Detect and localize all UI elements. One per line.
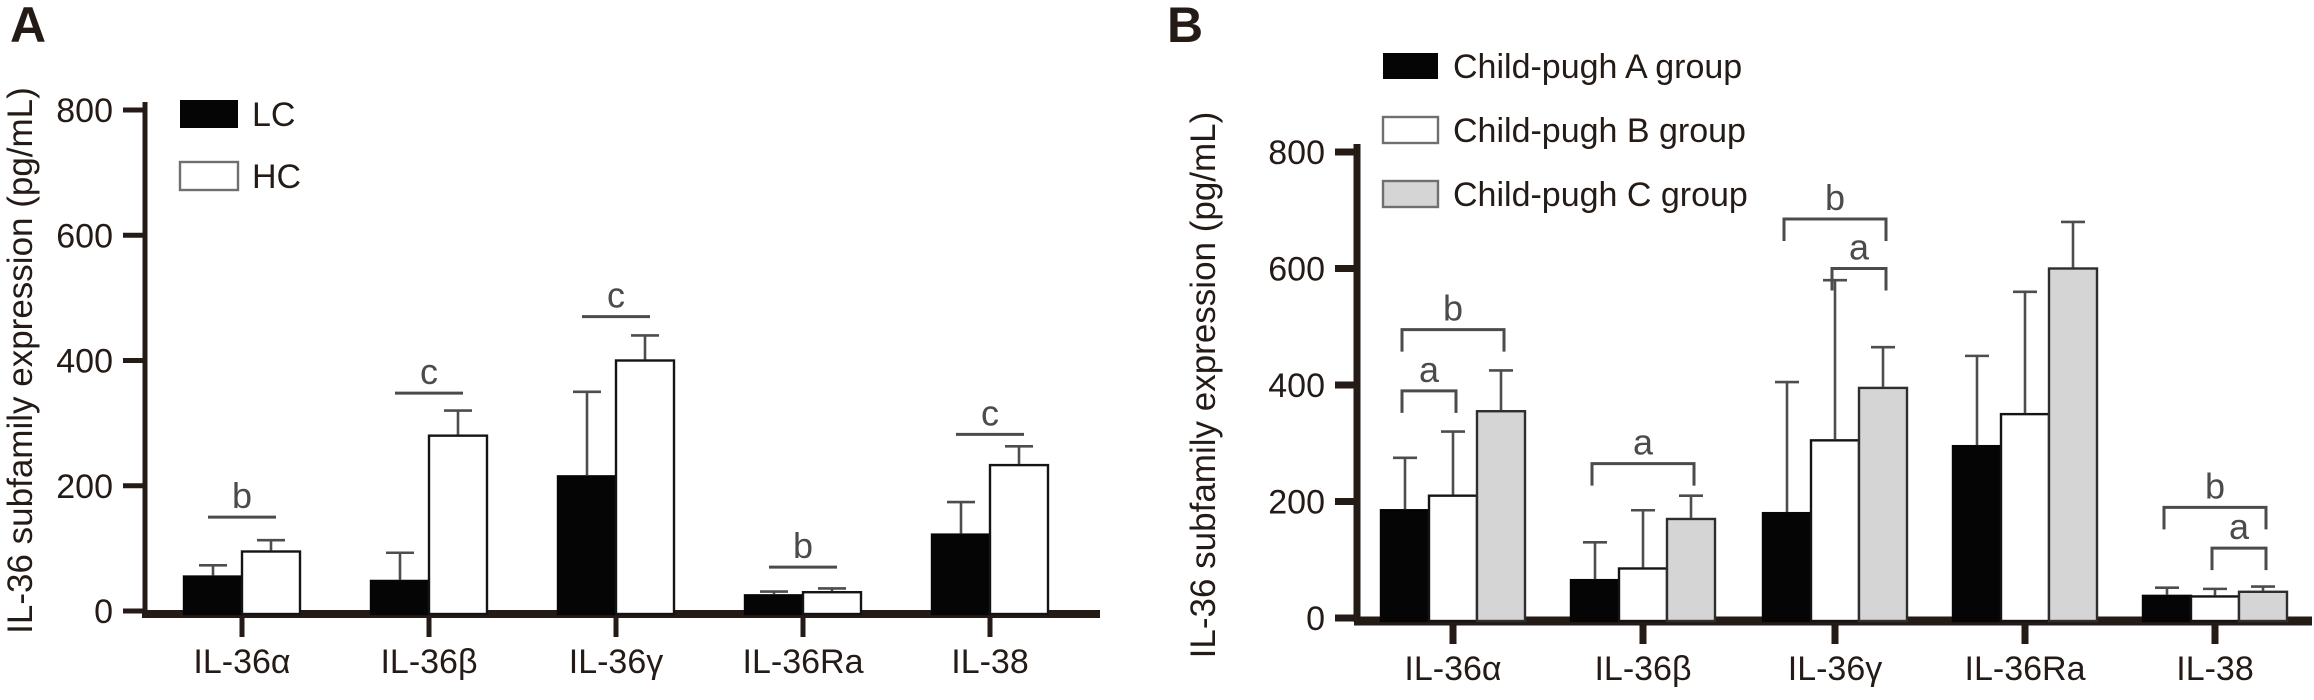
y-axis-title: IL-36 subfamily expression (pg/mL) [1184, 112, 1223, 659]
category-label: IL-36γ [569, 643, 664, 681]
bar [427, 434, 489, 616]
bar [1999, 412, 2051, 623]
category-label: IL-36Ra [1965, 650, 2086, 688]
bar [556, 475, 618, 616]
bar [2189, 595, 2241, 623]
bar [801, 591, 863, 616]
y-tick-label: 0 [1306, 600, 1325, 638]
y-tick-label: 600 [56, 217, 113, 255]
legend-swatch [1381, 115, 1440, 145]
significance-label: a [1633, 422, 1654, 463]
bar [1761, 511, 1813, 623]
bar [1475, 410, 1527, 623]
category-label: IL-36Ra [743, 643, 864, 681]
panel-b-chart: 0 200 400 600 800 IL-36 subfamily expression … [1184, 48, 2312, 688]
legend-swatch [180, 100, 238, 128]
significance-label: c [607, 275, 625, 316]
y-tick-label: 800 [56, 92, 113, 130]
y-tick-label: 600 [1268, 251, 1325, 289]
bar [369, 579, 431, 616]
significance-label: c [981, 392, 999, 433]
category-label: IL-36α [193, 643, 290, 681]
panel-b: B 0 200 400 600 800 IL-36 subfamily expressio… [1157, 0, 2314, 700]
significance-bracket [2162, 505, 2268, 530]
significance-label: b [232, 475, 252, 516]
bar [2141, 594, 2193, 623]
bar [1427, 494, 1479, 623]
bar [240, 550, 302, 616]
significance-bracket [1830, 267, 1888, 291]
legend-label: LC [252, 96, 295, 134]
legend-label: Child-pugh B group [1453, 112, 1746, 150]
significance-bracket [2210, 546, 2268, 571]
panel-a-chart: 0 200 400 600 800 IL-36 subfamily expression … [1, 87, 1100, 681]
significance-label: b [1443, 288, 1463, 329]
category-label: IL-36β [380, 643, 477, 681]
y-tick-label: 0 [94, 593, 113, 631]
bar [614, 359, 676, 616]
bar [1379, 509, 1431, 623]
bar [182, 575, 244, 616]
legend-label: Child-pugh A group [1453, 48, 1742, 86]
y-tick-label: 200 [1268, 484, 1325, 522]
bar [1665, 517, 1717, 623]
category-label: IL-38 [951, 643, 1029, 681]
significance-bracket [1590, 462, 1696, 486]
panel-b-label: B [1167, 0, 1204, 53]
bar [1569, 578, 1621, 623]
bar [1809, 439, 1861, 623]
bar [1951, 444, 2003, 623]
category-label: IL-36β [1594, 650, 1691, 688]
legend-swatch [1383, 53, 1438, 79]
legend-label: Child-pugh C group [1453, 176, 1748, 214]
legend-swatch [178, 160, 240, 192]
significance-bracket [1400, 389, 1458, 413]
y-tick-label: 400 [1268, 367, 1325, 405]
bar [1857, 386, 1909, 623]
legend-swatch [1381, 179, 1440, 209]
legend-label: HC [252, 158, 301, 196]
significance-label: b [793, 525, 813, 566]
significance-label: a [1419, 349, 1440, 390]
bar [743, 594, 805, 616]
bar [930, 533, 992, 616]
bar [1617, 567, 1669, 623]
significance-label: c [420, 351, 438, 392]
significance-label: a [1849, 227, 1870, 268]
category-label: IL-36γ [1788, 650, 1883, 688]
panel-a-label: A [10, 0, 47, 53]
significance-bracket [1782, 217, 1888, 241]
bar [2237, 590, 2289, 623]
y-tick-label: 400 [56, 343, 113, 381]
y-tick-label: 800 [1268, 134, 1325, 172]
category-label: IL-38 [2176, 650, 2254, 688]
y-tick-label: 200 [56, 468, 113, 506]
significance-label: a [2229, 506, 2250, 547]
panel-a: A 0 200 400 600 800 IL-36 subfamily expressio… [1, 0, 1100, 681]
significance-label: b [1825, 177, 1845, 218]
bar [2047, 267, 2099, 623]
significance-label: b [2205, 465, 2225, 506]
y-axis-title: IL-36 subfamily expression (pg/mL) [1, 87, 40, 634]
bar [988, 463, 1050, 616]
category-label: IL-36α [1404, 650, 1501, 688]
significance-bracket [1400, 328, 1506, 352]
